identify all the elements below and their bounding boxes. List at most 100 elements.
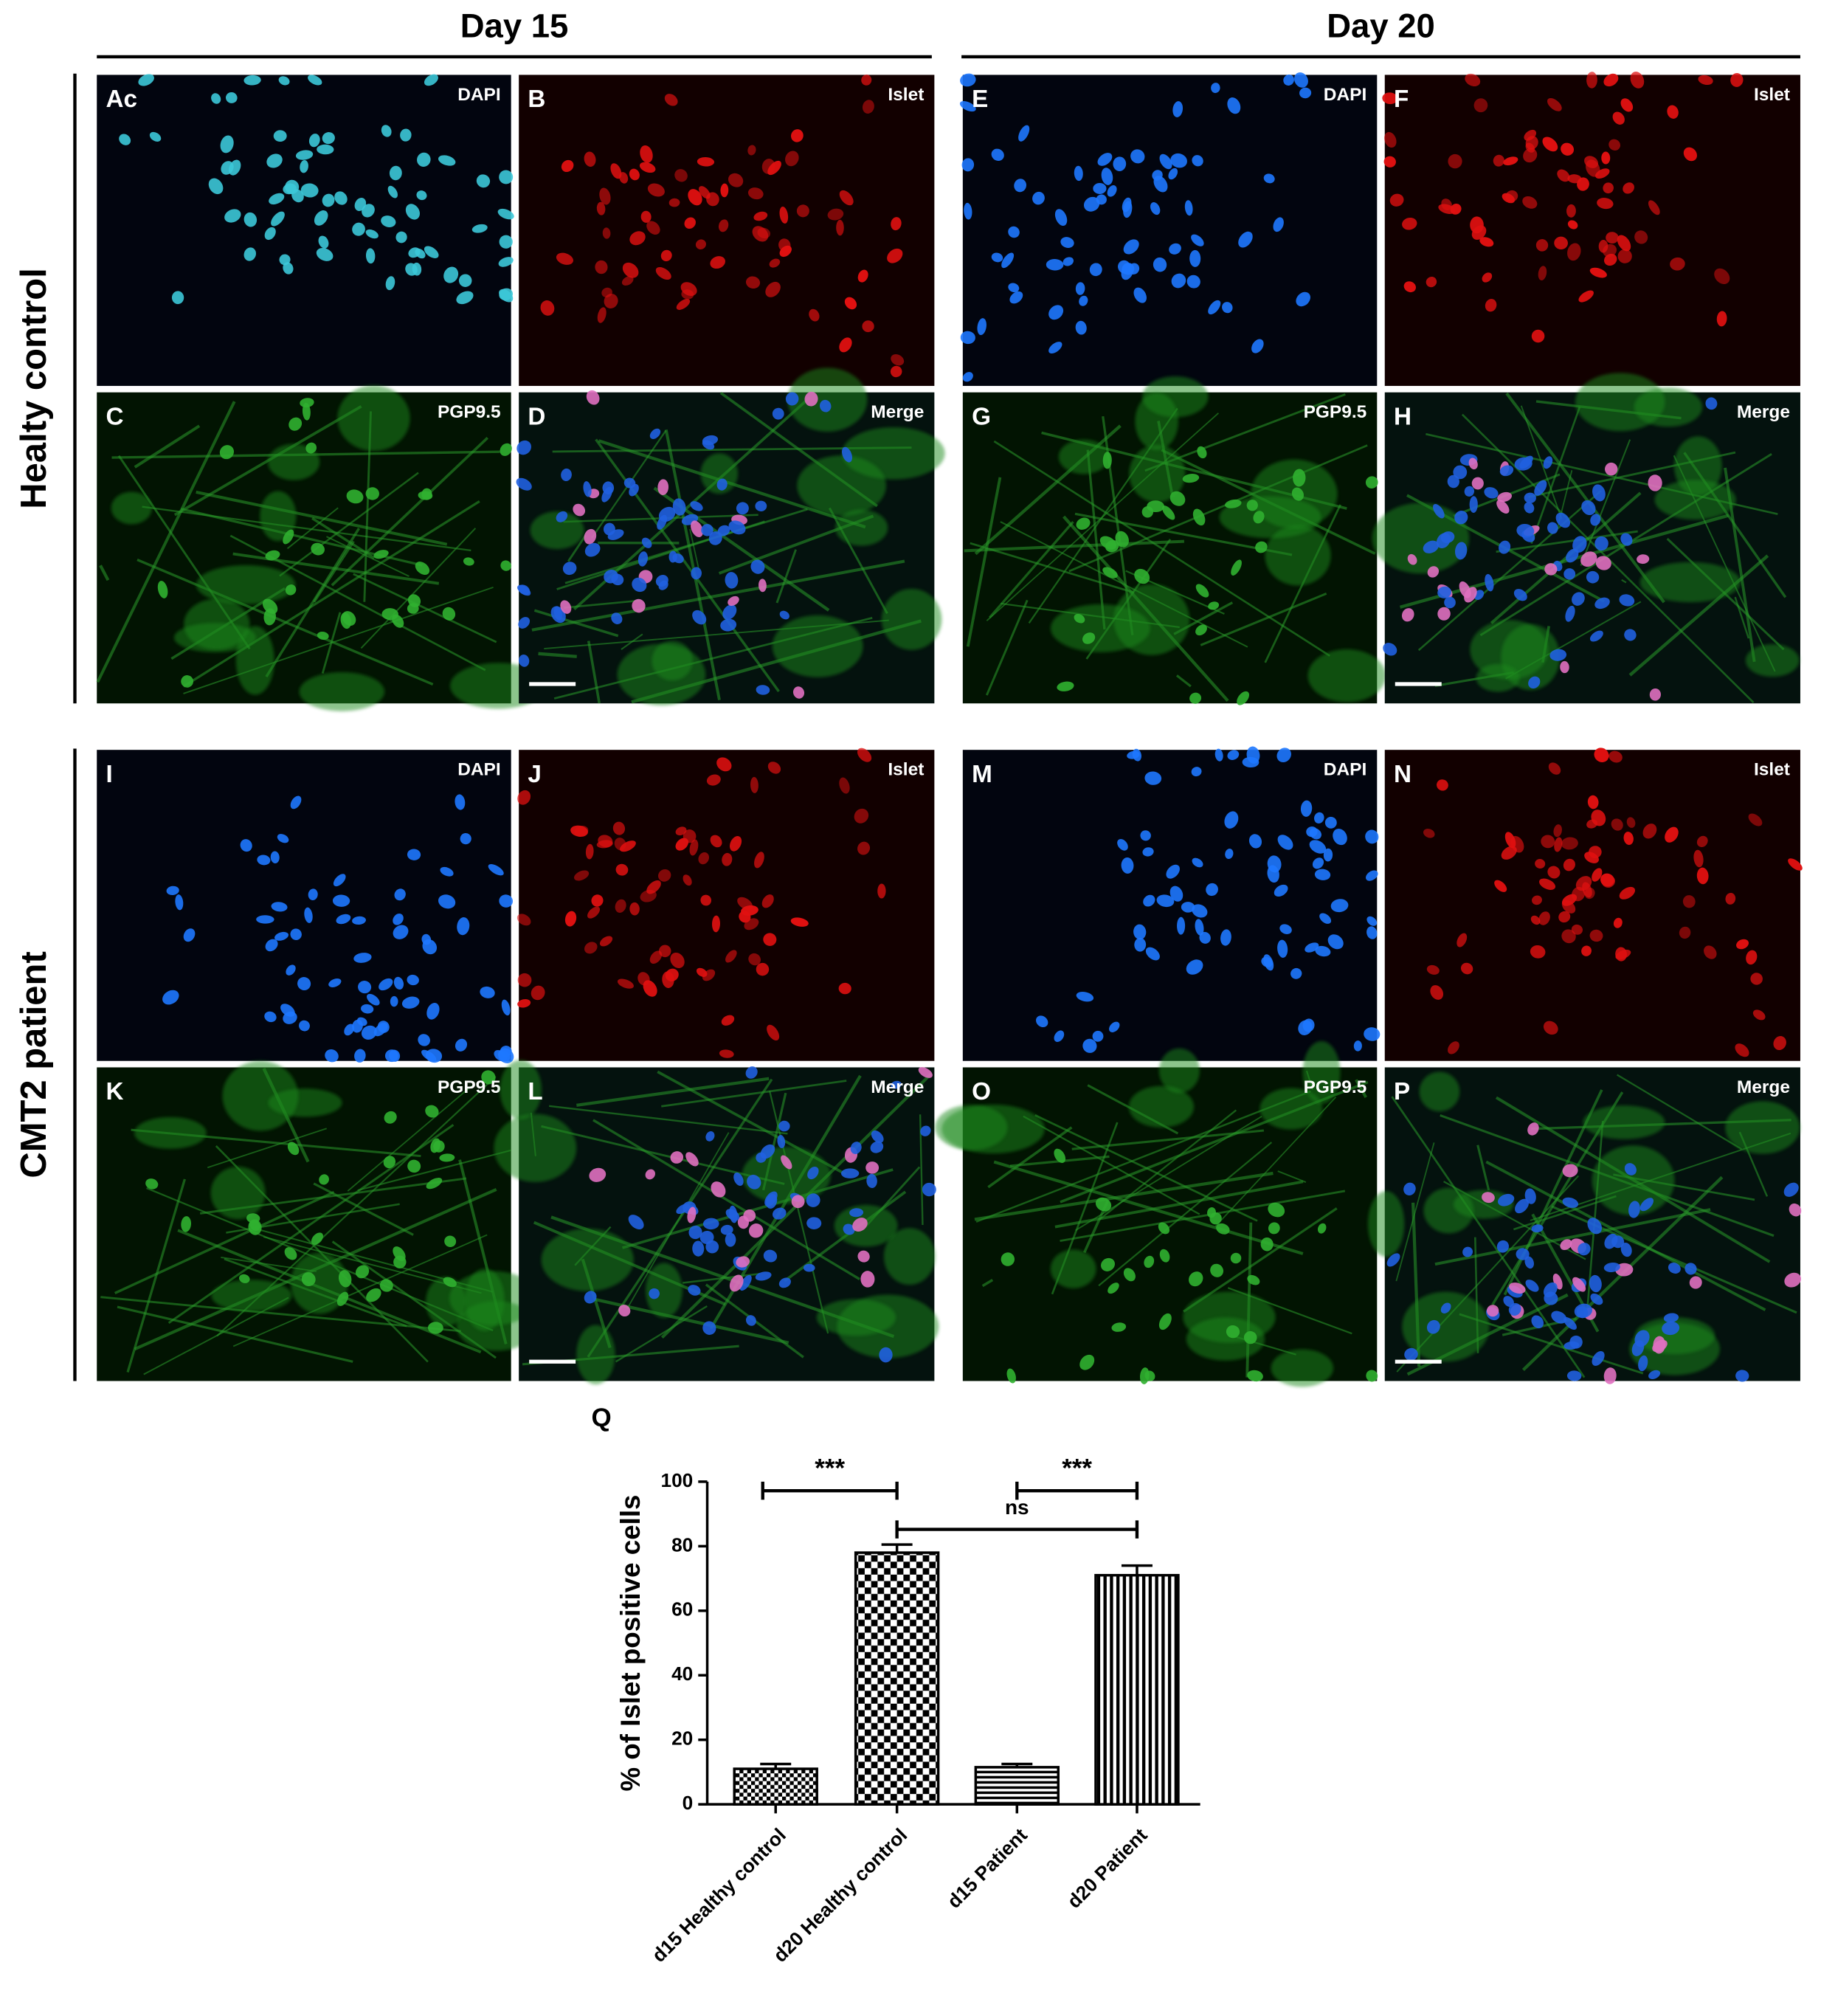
nucleus [1538,266,1547,280]
nucleus [1426,964,1440,975]
nucleus [285,584,297,596]
nucleus [584,528,597,545]
nucleus [1060,237,1074,248]
nucleus [1048,305,1064,320]
nucleus [540,300,555,316]
nucleus [1076,991,1094,1002]
nucleus [1036,1015,1048,1028]
nucleus [157,581,168,598]
nucleus [692,1240,705,1257]
nucleus [1594,536,1609,551]
nucleus [1605,462,1618,476]
nucleus [773,1207,787,1220]
neurite [313,1182,414,1236]
nucleus [1553,824,1562,838]
nucleus [1698,75,1713,86]
nucleus [629,902,640,916]
nucleus [119,134,131,145]
nucleus [497,208,514,220]
nucleus [1225,499,1242,508]
nucleus [365,229,379,239]
nucleus [1725,892,1736,905]
nucleus [806,1193,820,1207]
neurite [360,528,477,649]
nucleus [1009,291,1023,304]
neurite [592,1119,860,1280]
nucleus [1211,83,1220,94]
nucleus [561,468,572,482]
nucleus [384,1049,398,1063]
nucleus [674,169,688,182]
nucleus [1296,291,1310,307]
nucleus [1001,1252,1015,1266]
nucleus [1143,894,1155,907]
nucleus [1683,147,1697,162]
nucleus [1682,895,1696,908]
nucleus [1076,517,1091,530]
nucleus [1220,929,1231,946]
nucleus [1544,1291,1558,1305]
nucleus [224,209,241,223]
nucleus [271,211,285,227]
nucleus [753,211,768,221]
nucleus [1242,756,1260,768]
nucleus [1189,249,1201,267]
nucleus [1789,1203,1802,1217]
nucleus [1620,533,1633,546]
nucleus [809,308,820,322]
nucleus [381,215,396,227]
channel-label: DAPI [1324,760,1366,780]
nucleus [517,584,531,596]
nucleus [1571,924,1583,935]
nucleus [850,1142,862,1154]
nucleus [1662,1321,1680,1336]
nucleus [718,219,729,232]
nucleus [1006,1368,1016,1384]
nucleus [1306,826,1318,838]
neurite [1200,593,1327,646]
nucleus [670,1151,684,1164]
nucleus [290,928,302,940]
nucleus [1366,916,1378,926]
panel-letter: M [972,761,992,788]
nucleus [358,981,372,994]
nucleus [1499,465,1514,477]
nucleus [891,1080,902,1089]
nucleus [745,276,761,289]
nucleus [246,1213,260,1223]
nucleus [438,155,456,166]
nucleus [1485,573,1494,592]
nucleus [1592,868,1603,882]
nucleus [256,915,274,924]
nucleus [860,1271,875,1288]
nucleus [1327,934,1344,950]
nucleus [1551,1311,1567,1324]
nucleus [857,1250,870,1263]
nucleus [890,365,902,378]
nucleus [264,227,276,241]
nucleus [1224,811,1239,829]
nucleus [573,870,590,881]
nucleus [1648,474,1662,491]
nucleus [1319,913,1332,924]
nucleus [777,1134,786,1148]
cell-body [1575,373,1665,432]
nucleus [366,1288,381,1302]
x-tick-label: d20 Healthy control [769,1824,911,1967]
nucleus [617,978,634,989]
nucleus [1499,540,1511,554]
error-bar [1121,1564,1153,1575]
channel-label: PGP9.5 [438,402,501,422]
nucleus [891,217,902,231]
nucleus [1145,947,1160,961]
neurite [1505,392,1665,604]
nucleus [1473,98,1488,113]
nucleus [1079,1354,1095,1370]
nucleus [584,942,598,954]
nucleus [415,562,430,575]
nucleus [322,132,335,145]
neurite [985,599,1029,696]
nucleus [1216,1223,1230,1235]
nucleus [1716,311,1727,327]
